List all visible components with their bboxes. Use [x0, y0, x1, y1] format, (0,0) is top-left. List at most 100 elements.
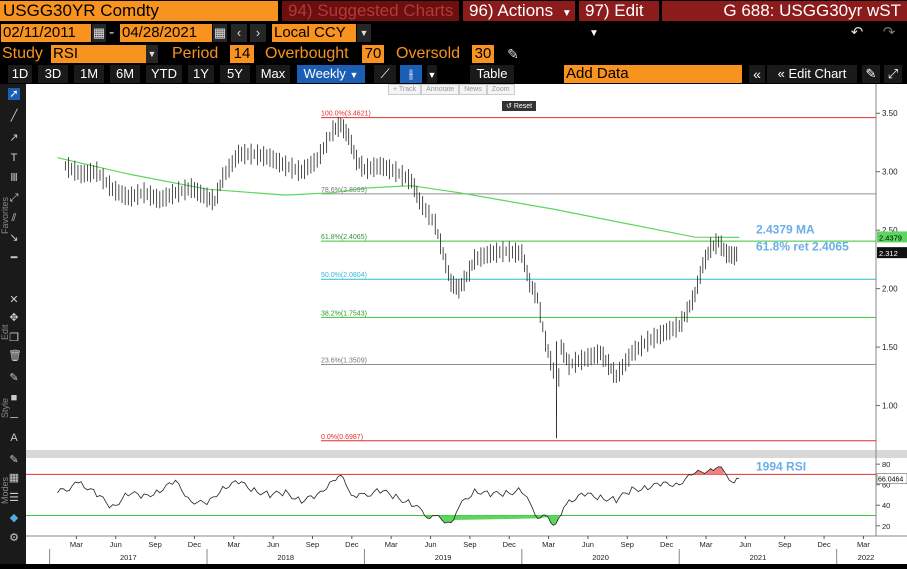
caret-down-icon[interactable]: ▼: [357, 24, 371, 42]
chart-mini-toolbar: + Track Annotate News Zoom: [388, 84, 515, 95]
rsi-line: [57, 466, 740, 526]
range-button-3d[interactable]: 3D: [38, 65, 68, 83]
layers-icon[interactable]: ☰: [9, 492, 19, 504]
actions-menu[interactable]: 96) Actions ▼: [463, 1, 575, 21]
period-label: Period: [172, 45, 219, 62]
period-input[interactable]: 14: [230, 45, 254, 63]
suggested-charts-button[interactable]: 94) Suggested Charts: [282, 1, 459, 21]
channel-icon[interactable]: ⫽: [11, 212, 17, 224]
x-tick-label: Mar: [70, 540, 83, 549]
y-tick-label: 1.00: [882, 402, 898, 411]
overbought-input[interactable]: 70: [362, 45, 384, 63]
range-button-max[interactable]: Max: [256, 65, 290, 83]
font-icon[interactable]: A: [10, 432, 18, 444]
range-button-6m[interactable]: 6M: [110, 65, 140, 83]
calendar-icon[interactable]: ▦: [92, 24, 106, 42]
rsi-annotation: 1994 RSI: [756, 459, 806, 473]
collapse-icon[interactable]: «: [749, 65, 765, 83]
year-label: 2019: [435, 553, 452, 562]
start-date-field[interactable]: 02/11/2011: [1, 24, 91, 42]
ray-icon[interactable]: ↘: [9, 232, 19, 244]
rsi-badge-text: 66.0464: [878, 476, 903, 483]
range-button-1d[interactable]: 1D: [8, 65, 32, 83]
end-date-field[interactable]: 04/28/2021: [120, 24, 212, 42]
fib-label: 38.2%(1.7543): [321, 310, 367, 317]
text-icon[interactable]: T: [10, 152, 18, 164]
grid-icon[interactable]: ▦: [8, 472, 20, 484]
year-label: 2020: [592, 553, 609, 562]
annotate-button[interactable]: Annotate: [421, 84, 460, 95]
caret-down-icon[interactable]: ▼: [427, 65, 437, 83]
chart-area[interactable]: 100.0%(3.4621) 78.6%(2.8099) 61.8%(2.4065)…: [26, 84, 907, 564]
edit-chart-label: Edit Chart: [788, 66, 847, 81]
fib-label: 50.0%(2.0804): [321, 272, 367, 279]
line-style-icon[interactable]: ─: [10, 412, 18, 424]
x-tick-label: Mar: [542, 540, 555, 549]
cursor-icon[interactable]: ➚: [8, 88, 20, 100]
fib-label: 23.6%(1.3509): [321, 358, 367, 365]
redo-icon[interactable]: ↷: [876, 24, 902, 42]
frequency-select[interactable]: Weekly ▼: [297, 65, 365, 83]
fibonacci-icon[interactable]: Ⅲ: [10, 172, 18, 184]
title-bar: USGG30YR Comdty 94) Suggested Charts 96)…: [0, 0, 907, 39]
bar-chart-icon[interactable]: ⫲: [400, 65, 422, 83]
edit-label: 97) Edit: [585, 1, 644, 20]
pencil-icon[interactable]: ✎: [9, 454, 19, 466]
currency-select[interactable]: Local CCY: [272, 24, 356, 42]
news-button[interactable]: News: [459, 84, 487, 95]
arrow-icon[interactable]: ↗: [9, 132, 19, 144]
trash-icon[interactable]: 🗑: [8, 350, 22, 362]
modes-label: Modes: [0, 476, 10, 504]
table-button[interactable]: Table: [470, 65, 514, 83]
panel-divider[interactable]: [26, 450, 907, 458]
move-icon[interactable]: ✥: [9, 312, 19, 324]
calendar-icon[interactable]: ▦: [213, 24, 227, 42]
ticker-field[interactable]: USGG30YR Comdty: [0, 1, 278, 21]
oversold-input[interactable]: 30: [472, 45, 494, 63]
line-chart-icon[interactable]: ⟋: [374, 65, 396, 83]
price-badge-text: 2.312: [879, 249, 898, 258]
price-badge-bg: [877, 247, 907, 259]
select-icon[interactable]: ✕: [9, 294, 19, 306]
caret-down-icon: ▼: [349, 70, 359, 80]
edit-icon[interactable]: ✎: [862, 65, 880, 83]
track-button[interactable]: + Track: [388, 84, 422, 95]
fib-label: 100.0%(3.4621): [321, 111, 371, 118]
prev-arrow-icon[interactable]: ‹: [231, 24, 247, 42]
settings-icon[interactable]: ⚙: [9, 532, 19, 544]
x-tick-label: Sep: [306, 540, 319, 549]
x-tick-label: Dec: [660, 540, 674, 549]
range-button-ytd[interactable]: YTD: [146, 65, 182, 83]
actions-label: 96) Actions: [469, 1, 554, 20]
ret-annotation: 61.8% ret 2.4065: [756, 239, 849, 253]
edit-chart-button[interactable]: « Edit Chart: [767, 65, 857, 83]
add-data-input[interactable]: Add Data: [564, 65, 742, 83]
fill-icon[interactable]: ■: [10, 392, 18, 404]
pen-icon[interactable]: ✎: [9, 372, 19, 384]
copy-icon[interactable]: ❐: [9, 332, 19, 344]
oversold-fill: [424, 515, 559, 526]
caret-down-icon[interactable]: ▼: [146, 45, 158, 63]
rsi-panel: 80 60 40 20 66.0464 1994 RSI: [26, 459, 907, 531]
range-button-1m[interactable]: 1M: [74, 65, 104, 83]
trend-icon[interactable]: ⤢: [9, 192, 19, 204]
hline-icon[interactable]: ━: [10, 252, 18, 264]
next-arrow-icon[interactable]: ›: [250, 24, 266, 42]
colors-icon[interactable]: ◆: [9, 512, 19, 524]
range-button-1y[interactable]: 1Y: [188, 65, 214, 83]
y-tick-label: 3.00: [882, 168, 898, 177]
expand-icon[interactable]: ⤢: [884, 65, 902, 83]
x-tick-label: Jun: [424, 540, 436, 549]
pencil-icon[interactable]: ✎: [504, 45, 522, 63]
zoom-button[interactable]: Zoom: [486, 84, 515, 95]
drawing-toolbar: ➚ ╱ ↗ T Ⅲ ⤢ ⫽ ↘ ━ ✕ ✥ ❐ 🗑 ✎ ■ ─ A ✎ ▦ ☰ …: [0, 84, 26, 564]
reset-button[interactable]: ↺ Reset: [502, 101, 537, 111]
y-tick-label: 1.50: [882, 343, 898, 352]
edit-menu[interactable]: 97) Edit ▼: [579, 1, 659, 39]
range-button-5y[interactable]: 5Y: [220, 65, 250, 83]
study-select[interactable]: RSI: [51, 45, 146, 63]
undo-icon[interactable]: ↶: [844, 24, 870, 42]
x-tick-label: Jun: [267, 540, 279, 549]
chart-title: G 688: USGG30yr wST: [662, 1, 907, 21]
draw-line-icon[interactable]: ╱: [10, 110, 18, 122]
